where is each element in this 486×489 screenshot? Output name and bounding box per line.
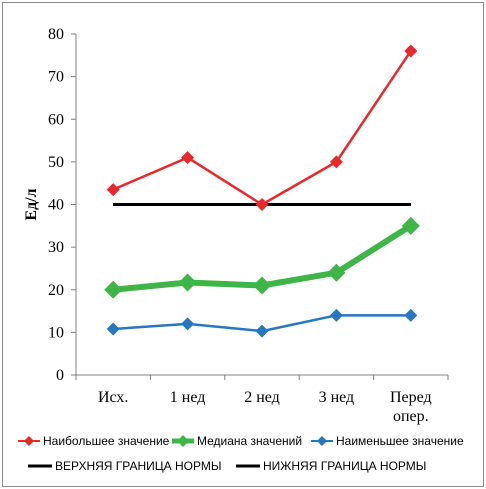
legend-label: НИЖНЯЯ ГРАНИЦА НОРМЫ	[263, 459, 426, 473]
series-1-point	[106, 183, 120, 197]
x-tick-label: Исх.	[98, 389, 128, 406]
series-3-point	[106, 322, 120, 336]
legend-label: ВЕРХНЯЯ ГРАНИЦА НОРМЫ	[55, 459, 222, 473]
legend-label: Наименьшее значение	[336, 434, 464, 448]
series-1-point	[329, 155, 343, 169]
legend-swatch-marker	[177, 435, 189, 447]
series-3-point	[329, 308, 343, 322]
series-3-point	[255, 324, 269, 338]
y-tick-label: 40	[48, 197, 64, 214]
y-tick-label: 20	[48, 282, 64, 299]
y-tick-label: 70	[48, 69, 64, 86]
y-axis-title: Ед/л	[23, 188, 40, 220]
series-3-point	[404, 308, 418, 322]
series-3-point	[181, 317, 195, 331]
series-1-point	[255, 198, 269, 211]
y-tick-label: 30	[48, 239, 64, 256]
series-2-point	[178, 273, 197, 292]
y-tick-label: 0	[56, 367, 64, 384]
y-tick-label: 50	[48, 154, 64, 171]
x-tick-label: 2 нед	[244, 389, 280, 406]
legend-label: Медиана значений	[197, 434, 302, 448]
x-tick-label: Перед	[390, 389, 432, 406]
series-2-point	[401, 216, 420, 235]
series-2-point	[104, 280, 123, 299]
x-tick-label: опер.	[393, 408, 429, 425]
legend-swatch-marker	[317, 436, 327, 446]
y-tick-label: 60	[48, 111, 64, 128]
y-tick-label: 80	[48, 26, 64, 43]
legend-swatch-marker	[24, 436, 34, 446]
legend-label: Наибольшее значение	[43, 434, 170, 448]
series-line-1	[112, 50, 412, 206]
series-2-point	[327, 263, 346, 282]
series-1-point	[404, 44, 418, 58]
x-tick-label: 3 нед	[319, 389, 355, 406]
series-2-point	[253, 276, 271, 295]
x-tick-label: 1 нед	[170, 389, 206, 406]
series-1-point	[181, 151, 195, 165]
y-tick-label: 10	[48, 324, 64, 341]
